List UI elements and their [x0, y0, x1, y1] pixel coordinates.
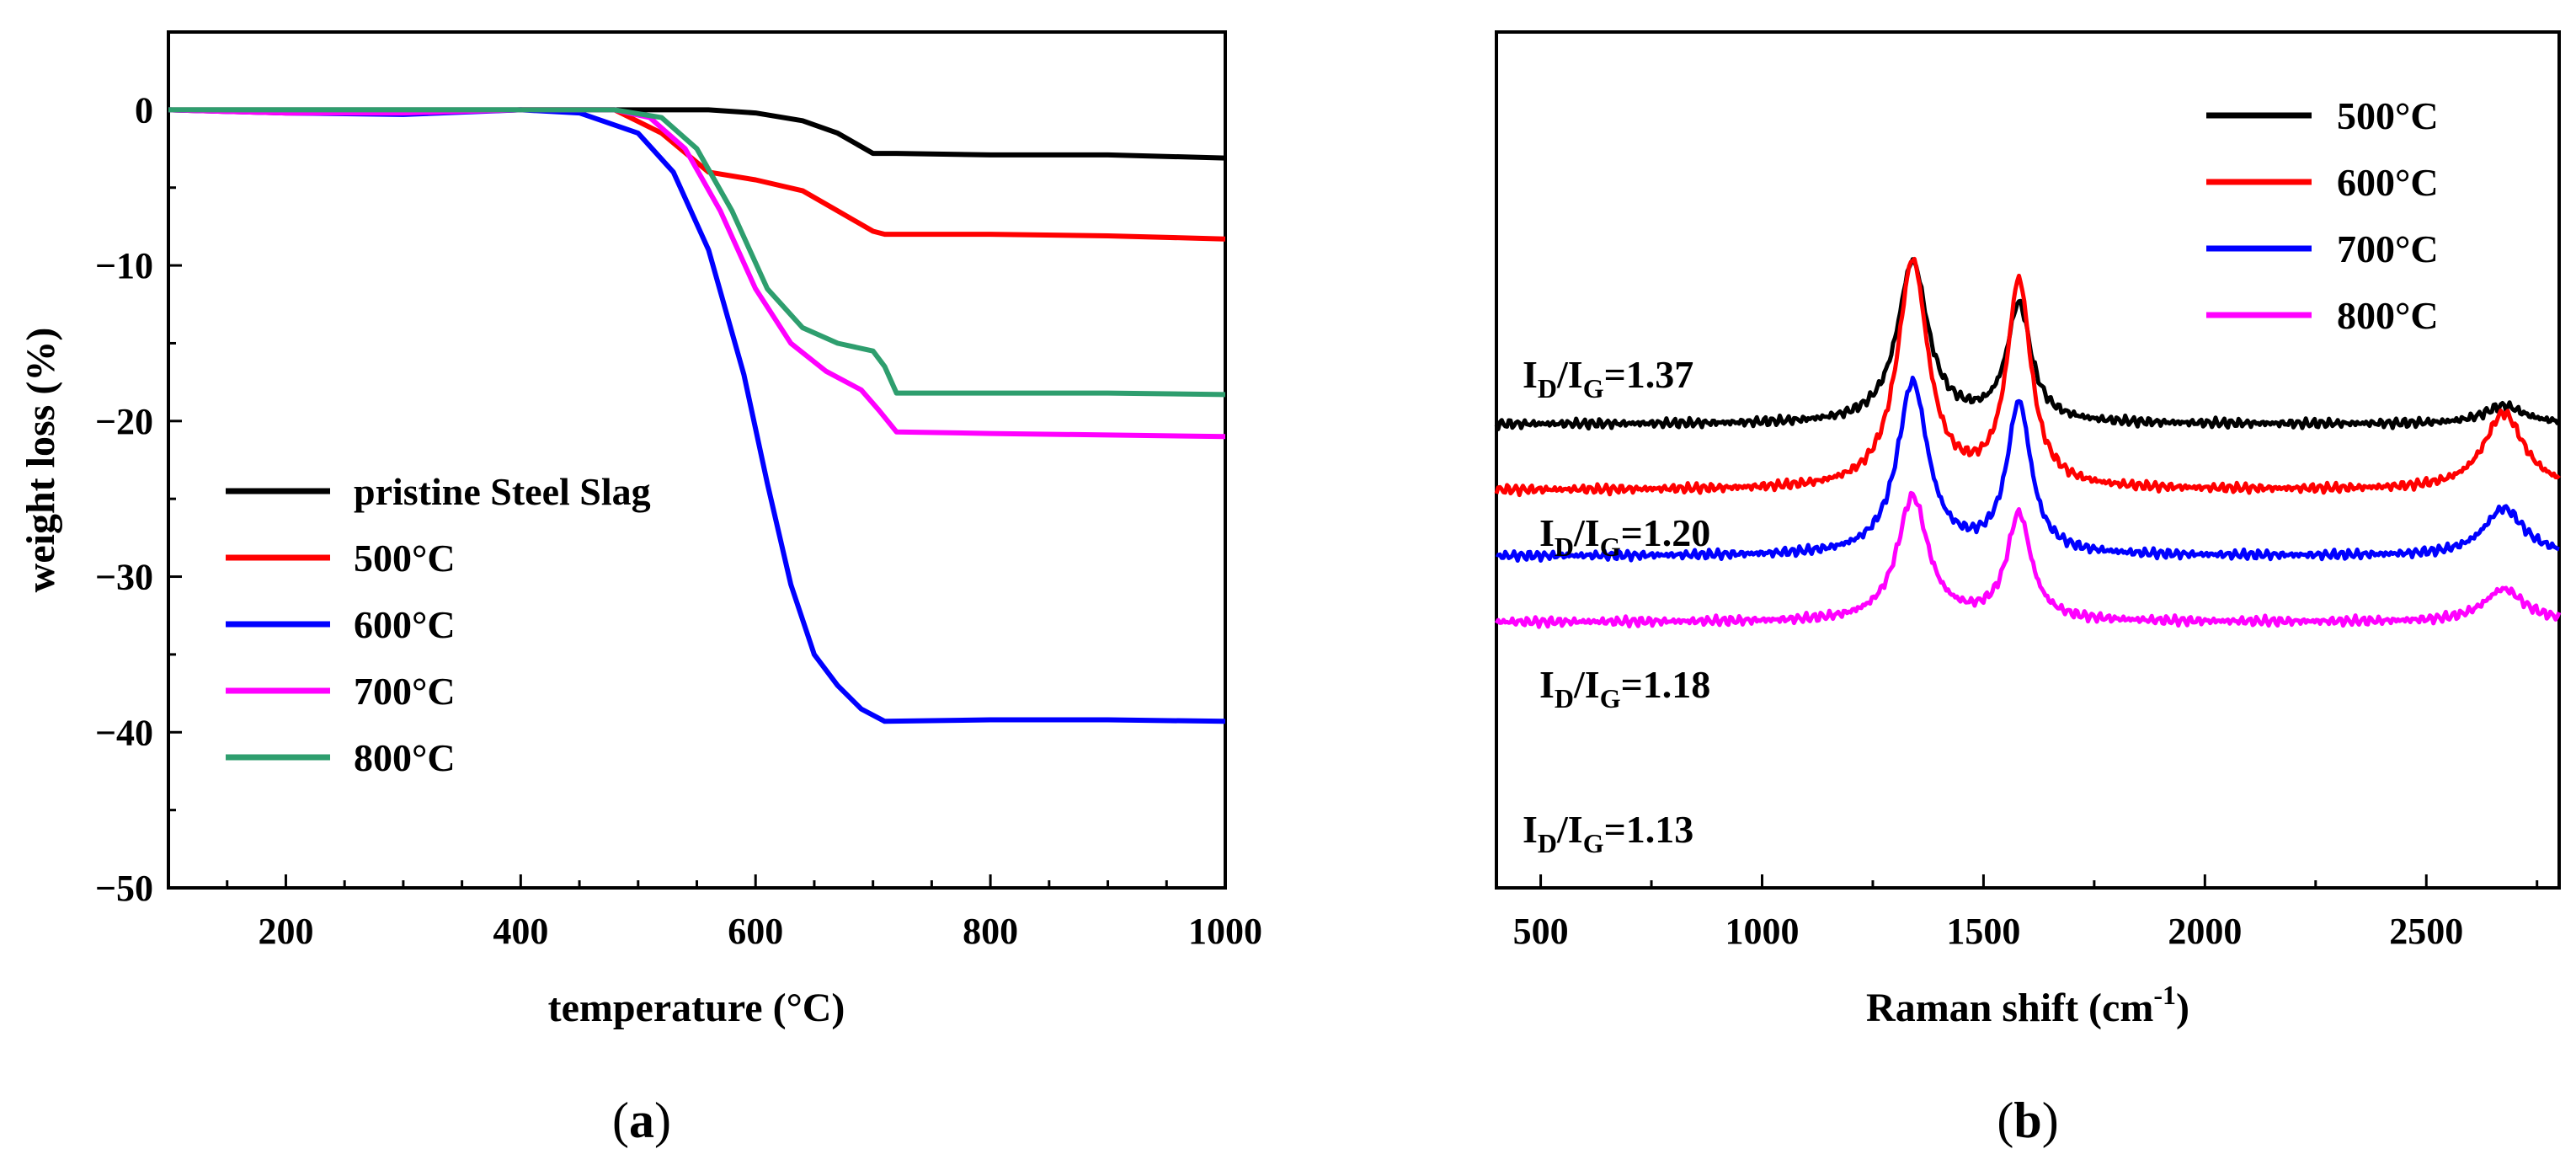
panel-b-label: (b) — [1997, 1093, 2058, 1148]
panel-a-legend: pristine Steel Slag 500°C 600°C 700°C 800°C — [226, 470, 651, 779]
panel-a-ytick-label: −20 — [95, 401, 153, 442]
panel-a-ytick-label: 0 — [135, 89, 153, 131]
panel-b-xlabel: Raman shift (cm-1) — [1866, 980, 2189, 1030]
panel-a-xtick-label: 400 — [493, 911, 548, 952]
panel-a-ytick-label: −40 — [95, 712, 153, 753]
panel-a-xtick-label: 600 — [728, 911, 783, 952]
panel-a-xtick-label: 1000 — [1188, 911, 1262, 952]
panel-a-series — [168, 107, 1226, 724]
panel-a-ticks: 200 400 600 800 1000 0 −10 −20 −30 −40 −50 — [95, 30, 1262, 952]
panel-b-series-line — [1494, 256, 2561, 498]
panel-a-ylabel: weight loss (%) — [19, 328, 63, 593]
panel-b-series — [1494, 256, 2562, 629]
panel-b-xlabel-main: Raman shift (cm — [1866, 986, 2153, 1030]
panel-b-raman-chart: 500 1000 1500 2000 2500 500°C 600°C 700°C 800°C… — [1494, 30, 2562, 1148]
panel-b-idig-annotation: ID/IG=1.20 — [1539, 511, 1710, 562]
panel-a-legend-label: 800°C — [354, 736, 456, 779]
panel-b-xlabel-close: ) — [2176, 986, 2189, 1030]
panel-a-xlabel: temperature (°C) — [548, 986, 845, 1030]
panel-b-idig-annotation: ID/IG=1.13 — [1523, 808, 1693, 858]
panel-b-idig-annotation: ID/IG=1.18 — [1539, 663, 1710, 713]
panel-a-series-line — [168, 107, 1226, 440]
panel-a-series-line — [168, 107, 1226, 724]
panel-b-xtick-label: 1000 — [1725, 911, 1800, 952]
panel-b-legend-label: 800°C — [2337, 294, 2439, 337]
panel-b-series-line — [1495, 375, 2560, 563]
panel-b-ticks: 500 1000 1500 2000 2500 — [1513, 874, 2539, 952]
panel-a-tga-chart: 200 400 600 800 1000 0 −10 −20 −30 −40 −50 pristin… — [19, 30, 1262, 1148]
panel-a-ytick-label: −50 — [95, 868, 153, 909]
panel-a-legend-label: 600°C — [354, 603, 456, 646]
panel-b-series-line — [1494, 490, 2562, 629]
panel-b-legend: 500°C 600°C 700°C 800°C — [2206, 94, 2439, 337]
panel-a-ytick-label: −10 — [95, 245, 153, 286]
panel-a-series-line — [168, 107, 1226, 398]
panel-b-xtick-label: 500 — [1513, 911, 1569, 952]
panel-a-legend-label: 700°C — [354, 670, 456, 713]
panel-b-plot-frame — [1495, 30, 2561, 890]
panel-a-ytick-label: −30 — [95, 557, 153, 598]
panel-a-legend-label: pristine Steel Slag — [354, 470, 651, 513]
panel-b-xlabel-sup: -1 — [2153, 980, 2176, 1010]
panel-b-annotations: ID/IG=1.37 ID/IG=1.20 ID/IG=1.18 ID/IG=1.13 — [1523, 353, 1710, 858]
panel-b-idig-annotation: ID/IG=1.37 — [1523, 353, 1693, 403]
panel-b-legend-label: 700°C — [2337, 227, 2439, 270]
panel-a-label: (a) — [612, 1093, 671, 1148]
panel-a-xtick-label: 200 — [258, 911, 313, 952]
panel-b-xtick-label: 1500 — [1946, 911, 2020, 952]
panel-a-letter: a — [629, 1093, 654, 1148]
panel-b-letter: b — [2013, 1093, 2041, 1148]
panel-a-legend-label: 500°C — [354, 537, 456, 580]
panel-a-xtick-label: 800 — [963, 911, 1018, 952]
panel-b-legend-label: 500°C — [2337, 94, 2439, 137]
panel-b-xtick-label: 2500 — [2389, 911, 2463, 952]
panel-b-legend-label: 600°C — [2337, 161, 2439, 204]
panel-b-xtick-label: 2000 — [2168, 911, 2242, 952]
